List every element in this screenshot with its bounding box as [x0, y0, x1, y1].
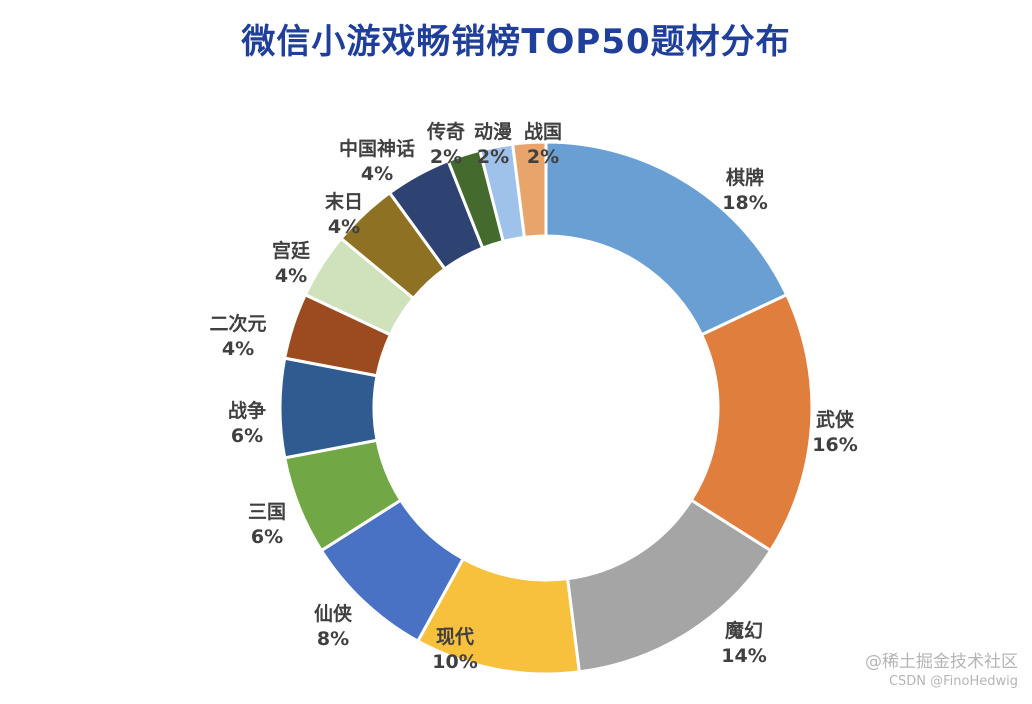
slice-value-label: 14% [721, 645, 766, 667]
slice-value-label: 2% [477, 146, 509, 168]
slice-value-label: 10% [432, 651, 477, 673]
watermark-site: @稀土掘金技术社区 [865, 652, 1018, 672]
slice-value-label: 18% [722, 192, 767, 214]
slice-category-label: 棋牌 [726, 166, 764, 189]
watermark: @稀土掘金技术社区 CSDN @FinoHedwig [865, 652, 1018, 692]
slice-category-label: 武侠 [816, 408, 855, 431]
slice-value-label: 6% [251, 526, 283, 548]
slice-value-label: 8% [317, 628, 349, 650]
slice-category-label: 动漫 [474, 121, 513, 143]
slice-category-label: 战争 [228, 399, 266, 422]
slice-value-label: 4% [222, 338, 254, 360]
slice-1 [544, 140, 789, 337]
chart-title: 微信小游戏畅销榜TOP50题材分布 [241, 22, 791, 62]
slice-category-label: 二次元 [209, 312, 266, 335]
slice-value-label: 2% [430, 146, 462, 168]
slice-category-label: 战国 [524, 121, 562, 143]
slice-category-label: 魔幻 [725, 619, 763, 642]
slice-value-label: 2% [527, 146, 559, 168]
slice-category-label: 中国神话 [339, 137, 415, 160]
slice-value-label: 4% [275, 265, 307, 287]
slice-value-label: 6% [231, 425, 263, 447]
slice-value-label: 4% [328, 216, 360, 238]
slice-value-label: 4% [361, 163, 393, 185]
slice-category-label: 末日 [325, 190, 363, 213]
watermark-author: CSDN @FinoHedwig [888, 674, 1018, 689]
slice-category-label: 仙侠 [314, 602, 353, 625]
slice-value-label: 16% [812, 434, 857, 456]
slice-category-label: 宫廷 [272, 239, 311, 262]
slice-category-label: 现代 [436, 626, 474, 648]
slice-14 [510, 140, 548, 240]
slice-category-label: 传奇 [426, 120, 465, 143]
slice-category-label: 三国 [248, 501, 286, 523]
